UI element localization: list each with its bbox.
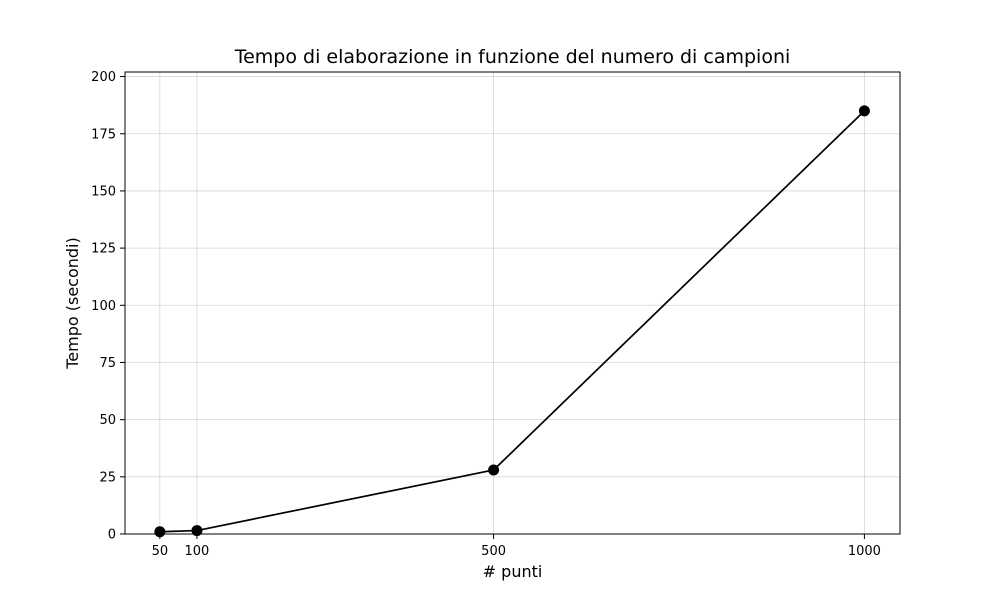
- data-point: [191, 525, 203, 537]
- y-tick-label: 125: [91, 242, 116, 257]
- chart-title: Tempo di elaborazione in funzione del nu…: [234, 46, 791, 68]
- y-axis-label: Tempo (secondi): [63, 237, 82, 370]
- y-tick-label: 175: [91, 127, 116, 142]
- x-tick-label: 500: [481, 544, 506, 559]
- data-point: [858, 105, 870, 117]
- y-tick-label: 25: [99, 470, 116, 485]
- series: [154, 105, 870, 538]
- y-tick-label: 75: [99, 356, 116, 371]
- axes-frame: [124, 71, 901, 535]
- x-tick-label: 1000: [848, 544, 881, 559]
- x-tick-label: 50: [152, 544, 169, 559]
- y-tick-label: 150: [91, 184, 116, 199]
- ticks: 50 100 500 1000 0 25 50 75 100 125 150 175 200: [91, 70, 881, 559]
- series-line: [159, 110, 865, 533]
- data-point: [488, 464, 500, 476]
- y-tick-label: 0: [108, 528, 116, 543]
- x-axis-label: # punti: [483, 562, 543, 581]
- x-tick-label: 100: [185, 544, 210, 559]
- y-tick-label: 200: [91, 70, 116, 85]
- y-tick-label: 100: [91, 299, 116, 314]
- y-tick-label: 50: [99, 413, 116, 428]
